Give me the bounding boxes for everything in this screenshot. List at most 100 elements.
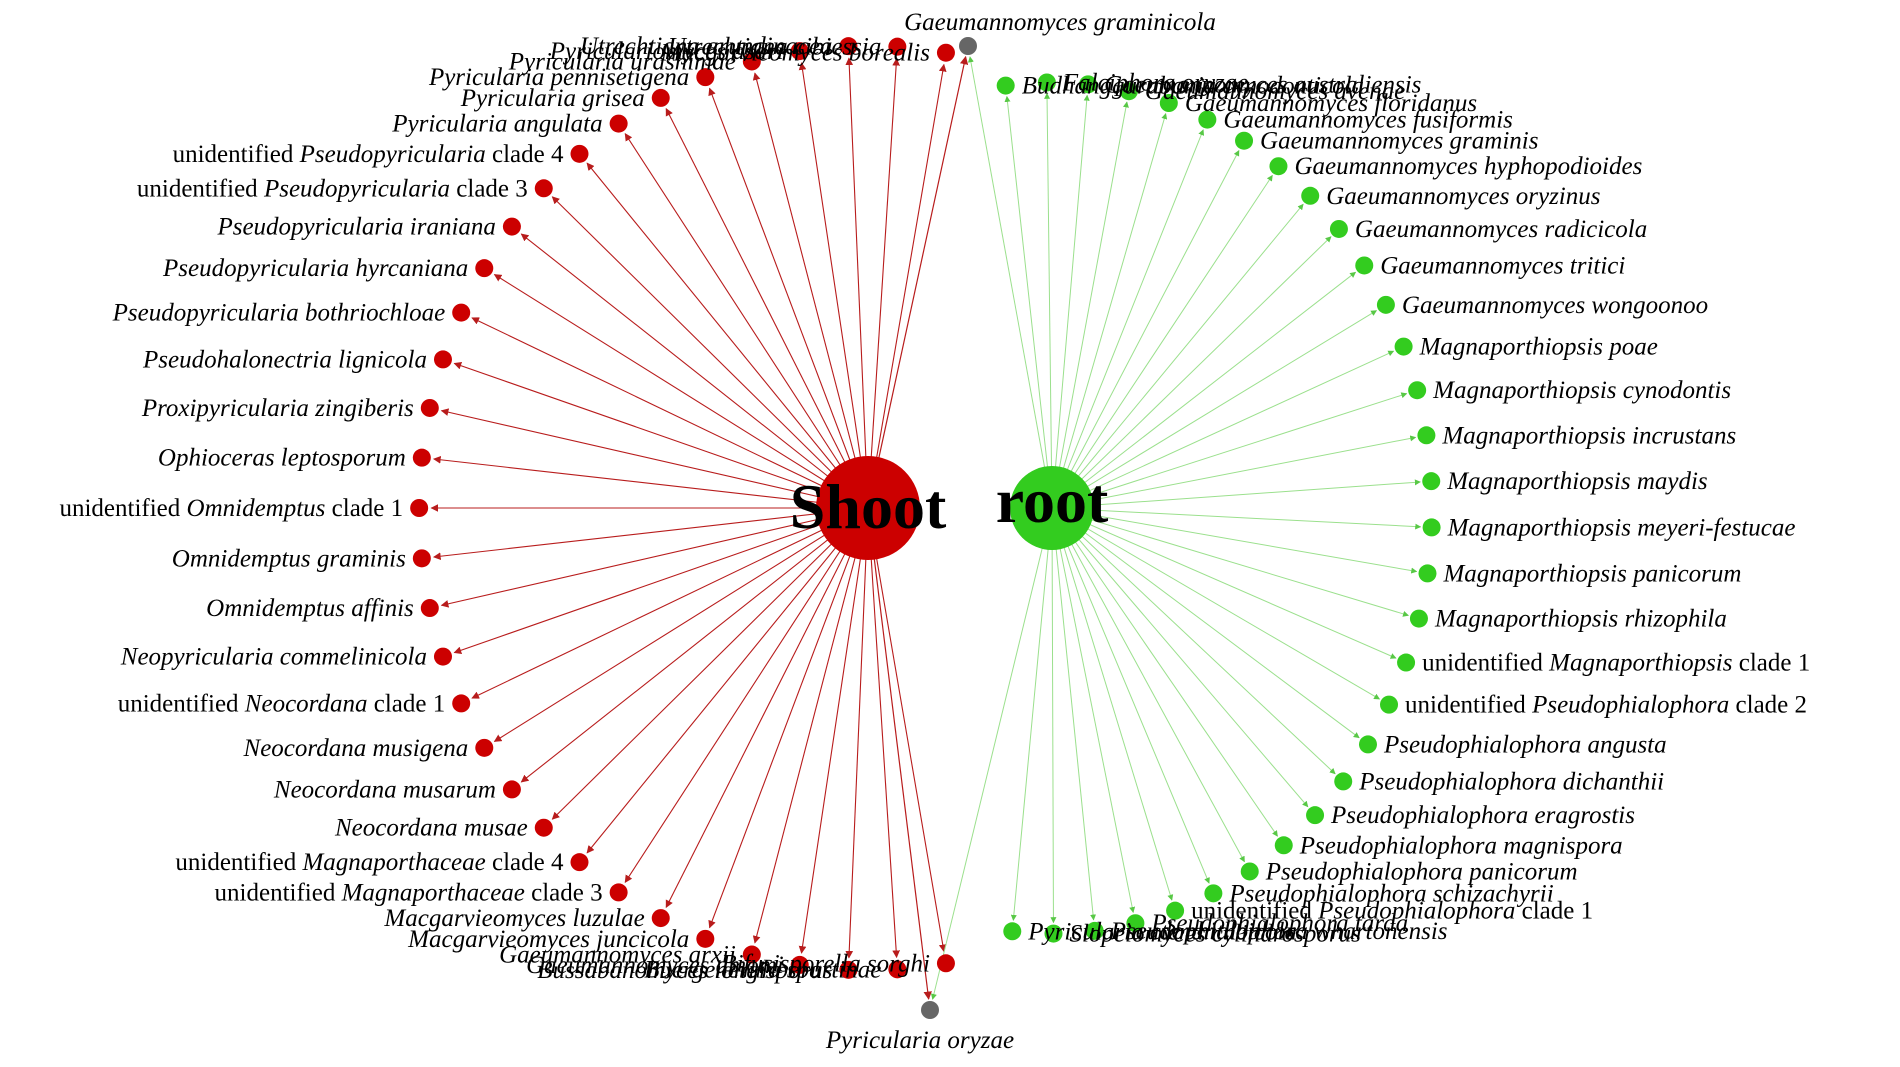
root-edge-gaeumannomyces-graminis xyxy=(1051,149,1240,509)
shoot-node-neocordana-clade-1 xyxy=(452,694,471,713)
shoot-label-neocordana-clade-1: unidentified Neocordana clade 1 xyxy=(118,690,445,717)
shoot-node-pseudopyricularia-clade-3 xyxy=(534,179,553,198)
root-label-magnaporthiopsis-maydis: Magnaporthiopsis maydis xyxy=(1446,468,1707,495)
root-edge-pseudophialophora-angusta xyxy=(1051,507,1360,739)
root-label-pseudophialophora-dichanthii: Pseudophialophora dichanthii xyxy=(1358,768,1664,795)
root-node-falciphora-oryzae xyxy=(1037,73,1056,92)
root-node-magnaporthiopsis-clade-1 xyxy=(1397,653,1416,672)
shoot-edge-pyricularia-pennisetigena xyxy=(708,87,869,509)
root-node-magnaporthiopsis-maydis xyxy=(1422,472,1441,491)
shoot-edge-pseudopyricularia-clade-4 xyxy=(586,162,869,509)
shoot-label-macgarvieomyces-borealis: Macgarvieomyces borealis xyxy=(660,40,930,67)
shoot-label-neopyricularia-commelinicola: Neopyricularia commelinicola xyxy=(120,644,427,671)
root-edge-magnaporthiopsis-meyeri-festucae xyxy=(1051,507,1422,530)
root-edge-magnaporthiopsis-clade-1 xyxy=(1051,507,1397,659)
root-edge-pseudophialophora-eragrostis xyxy=(1051,507,1309,808)
root-label-slopeiomyces-cylindrosporus: Slopeiomyces cylindrosporus xyxy=(1069,921,1360,948)
root-edge-pseudophialophora-whartonensis xyxy=(1051,507,1097,921)
root-node-pseudophialophora-magnispora xyxy=(1274,836,1293,855)
shoot-edge-macgarvieomyces-luzulae xyxy=(665,507,869,909)
root-edge-falciphora-oryzae xyxy=(1044,92,1053,509)
shoot-edge-neocordana-clade-1 xyxy=(471,507,869,699)
shoot-edge-pyricularia-angulata xyxy=(624,133,869,509)
root-node-pseudophialophora-whartonensis xyxy=(1085,921,1104,940)
root-label-magnaporthiopsis-clade-1: unidentified Magnaporthiopsis clade 1 xyxy=(1422,650,1810,677)
root-edge-magnaporthiopsis-poae xyxy=(1051,350,1395,509)
root-label-falciphora-oryzae: Falciphora oryzae xyxy=(1062,69,1248,96)
shoot-node-pseudohalonectria-lignicola xyxy=(433,350,452,369)
node-layer xyxy=(410,37,1441,1019)
root-label-gaeumannomyces-tritici: Gaeumannomyces tritici xyxy=(1380,252,1625,279)
shoot-label-pseudopyricularia-bothriochloae: Pseudopyricularia bothriochloae xyxy=(112,300,446,327)
shoot-label-pseudopyricularia-iraniana: Pseudopyricularia iraniana xyxy=(216,214,495,241)
shoot-edge-utrechtiana-arundinacea xyxy=(845,57,869,509)
shoot-edge-omnidemptus-affinis xyxy=(440,507,869,608)
shoot-label-neocordana-musae: Neocordana musae xyxy=(334,815,528,842)
root-label-gaeumannomyces-radicicola: Gaeumannomyces radicicola xyxy=(1355,216,1647,243)
root-label-pseudophialophora-whartonensis: Pseudophialophora whartonensis xyxy=(1110,918,1448,945)
root-node-pseudophialophora-tarda xyxy=(1126,914,1145,933)
shoot-label-neocordana-musarum: Neocordana musarum xyxy=(273,776,496,803)
shoot-label-pseudopyricularia-clade-4: unidentified Pseudopyricularia clade 4 xyxy=(173,141,564,168)
root-node-pseudophialophora-dichanthii xyxy=(1334,772,1353,791)
shoot-edge-gaeumannomyces-graminicola xyxy=(867,55,969,509)
root-edge-magnaporthiopsis-maydis xyxy=(1051,479,1421,509)
root-node-magnaporthiopsis-incrustans xyxy=(1417,426,1436,445)
shared-node-gaeumannomyces-graminicola xyxy=(959,37,977,55)
shoot-edge-neocordana-musigena xyxy=(493,507,869,742)
root-label-gaeumannomyces-fusiformis: Gaeumannomyces fusiformis xyxy=(1223,107,1513,134)
root-node-gaeumannomyces-graminis xyxy=(1235,131,1254,150)
root-node-gaeumannomyces-australiensis xyxy=(1079,75,1098,94)
root-label-gaeumannomyces-floridanus: Gaeumannomyces floridanus xyxy=(1185,90,1477,117)
shoot-label-pyricularia-pennisetigena: Pyricularia pennisetigena xyxy=(428,64,689,91)
shoot-node-utrechtiana-cibiessia xyxy=(888,37,907,56)
shoot-label-macgarvieomyces-juncicola: Macgarvieomyces juncicola xyxy=(407,926,689,953)
root-edge-gaeumannomyces-tritici xyxy=(1051,271,1357,509)
root-node-magnaporthiopsis-rhizophila xyxy=(1409,609,1428,628)
root-node-pseudophialophora-angusta xyxy=(1358,735,1377,754)
root-edge-pseudophialophora-clade-1 xyxy=(1051,507,1174,901)
root-node-gaeumannomyces-hyphopodioides xyxy=(1269,157,1288,176)
root-edge-gaeumannomyces-wongoonoo xyxy=(1051,310,1378,509)
shoot-node-magnaporthaceae-clade-3 xyxy=(609,883,628,902)
shoot-node-macgarvieomyces-borealis xyxy=(936,43,955,62)
root-edge-gaeumannomyces-radicicola xyxy=(1051,236,1332,509)
shoot-edge-gaeumannomyces-amomi xyxy=(798,507,869,954)
shoot-edge-proxipyricularia-zingiberis xyxy=(440,408,869,509)
root-edge-magnaporthiopsis-panicorum xyxy=(1051,507,1418,574)
shoot-edge-pseudopyricularia-clade-3 xyxy=(551,196,869,509)
hub-layer: Shoot root xyxy=(790,456,1109,560)
shoot-node-pyricularia-angulata xyxy=(609,114,628,133)
root-label-magnaporthiopsis-panicorum: Magnaporthiopsis panicorum xyxy=(1442,560,1741,587)
shoot-edge-gaeumannomyces-arxii xyxy=(752,507,869,944)
shoot-node-utrechtiana-arundinacea xyxy=(839,37,858,56)
shoot-node-neocordana-musigena xyxy=(475,738,494,757)
shoot-edge-magnaporthaceae-clade-3 xyxy=(624,507,869,883)
root-edge-gaeumannomyces-floridanus xyxy=(1051,113,1168,509)
shoot-node-neopyricularia-commelinicola xyxy=(433,647,452,666)
shoot-edge-ophioceras-leptosporum xyxy=(432,455,869,509)
shoot-edge-macgarvieomyces-juncicola xyxy=(708,507,869,929)
shoot-label-pyricularia-urashimae: Pyricularia urashimae xyxy=(508,48,736,75)
shoot-edge-pseudohalonectria-lignicola xyxy=(453,362,869,509)
shoot-edge-neocordana-musae xyxy=(551,507,869,820)
shoot-node-omnidemptus-affinis xyxy=(420,599,439,618)
root-edge-pseudophialophora-clade-2 xyxy=(1051,507,1381,700)
shoot-label-pyricularia-angulata: Pyricularia angulata xyxy=(391,111,602,138)
shoot-label-omnidemptus-affinis: Omnidemptus affinis xyxy=(206,595,414,622)
shoot-edge-buergenerula-spartinae xyxy=(867,507,900,959)
shoot-node-neocordana-musae xyxy=(534,818,553,837)
shared-node-pyricularia-oryzae xyxy=(921,1001,939,1019)
root-label-gaeumannomyces-avenae: Gaeumannomyces avenae xyxy=(1145,78,1405,105)
shoot-edge-utrechtiana-cibiessia xyxy=(867,57,900,509)
root-node-gaeumannomyces-wongoonoo xyxy=(1376,295,1395,314)
root-edge-magnaporthiopsis-cynodontis xyxy=(1051,392,1408,509)
shoot-edge-pseudopyricularia-iraniana xyxy=(520,233,869,509)
root-node-gaeumannomyces-radicicola xyxy=(1329,219,1348,238)
shoot-edge-pseudopyricularia-hyrcaniana xyxy=(493,274,869,509)
shoot-label-gaeumannomyces-amomi: Gaeumannomyces amomi xyxy=(526,952,784,979)
root-label-pseudophialophora-clade-1: unidentified Pseudophialophora clade 1 xyxy=(1191,898,1593,925)
shoot-edge-bifusisporella-sorghi xyxy=(867,507,947,953)
root-node-magnaporthiopsis-meyeri-festucae xyxy=(1422,518,1441,537)
